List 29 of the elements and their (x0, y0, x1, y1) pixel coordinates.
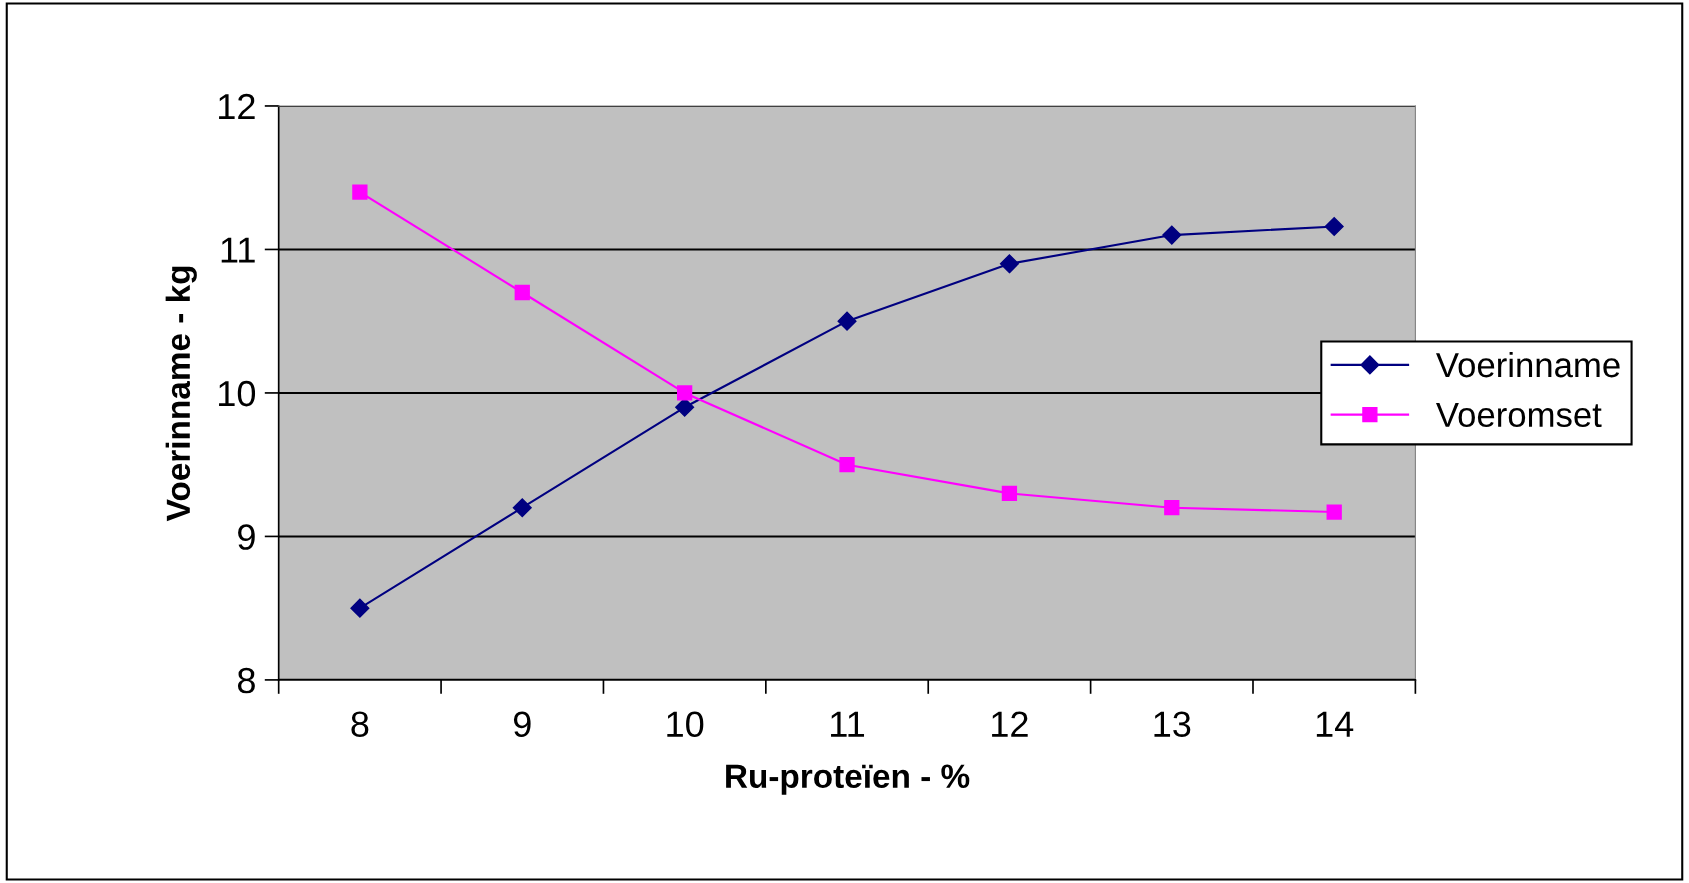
y-axis-title: Voerinname - kg (165, 266, 197, 522)
point (1001, 485, 1018, 502)
point (512, 498, 532, 518)
legend-label: Voeromset (1436, 402, 1602, 428)
legend-label: Voerinname (1436, 351, 1620, 378)
point (677, 385, 693, 401)
y-tick-label: 12 (219, 93, 255, 120)
point (1164, 500, 1180, 516)
point (1326, 504, 1342, 520)
point (1324, 216, 1344, 237)
point (837, 311, 857, 331)
x-tick-label: 10 (667, 711, 704, 737)
y-tick-label: 9 (238, 524, 255, 550)
x-tick-label: 14 (1316, 711, 1354, 737)
x-tick-label: 9 (513, 711, 531, 737)
point (514, 284, 530, 301)
point (352, 184, 368, 200)
y-tick-label: 10 (219, 380, 256, 407)
x-tick-label: 11 (831, 711, 865, 737)
x-tick-label: 12 (992, 711, 1028, 737)
y-tick-label: 11 (221, 237, 255, 263)
x-axis-title: Ru-proteïen - % (726, 764, 970, 795)
y-tick-label: 8 (237, 667, 255, 694)
point (999, 254, 1019, 274)
point (350, 598, 370, 618)
point (1162, 225, 1182, 245)
point (839, 457, 855, 473)
x-tick-label: 8 (351, 711, 369, 737)
x-tick-label: 13 (1154, 711, 1191, 737)
